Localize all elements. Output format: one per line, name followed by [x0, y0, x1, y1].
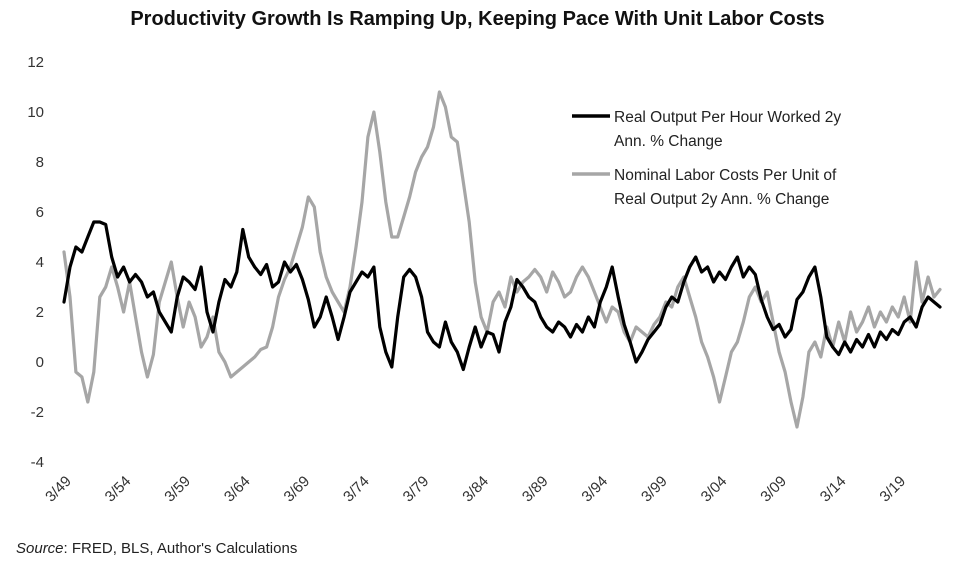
legend-label: Nominal Labor Costs Per Unit of [614, 167, 837, 184]
y-tick-label: 4 [36, 254, 44, 271]
y-axis-ticks: -4 -2 0 2 4 6 8 10 12 [27, 54, 44, 471]
x-tick-label: 3/54 [102, 473, 135, 506]
x-tick-label: 3/94 [578, 473, 611, 506]
series-layer [62, 90, 942, 429]
legend-label: Ann. % Change [614, 133, 723, 150]
x-tick-label: 3/99 [638, 473, 671, 506]
y-tick-label: 8 [36, 154, 44, 171]
source-label: Source [16, 540, 64, 557]
x-tick-label: 3/74 [340, 473, 373, 506]
x-tick-label: 3/89 [519, 473, 552, 506]
legend-label: Real Output Per Hour Worked 2y [614, 109, 841, 126]
x-tick-label: 3/59 [161, 473, 194, 506]
y-tick-label: 12 [27, 54, 44, 71]
source-text: : FRED, BLS, Author's Calculations [63, 540, 298, 557]
x-tick-label: 3/64 [221, 473, 254, 506]
x-tick-label: 3/84 [459, 473, 492, 506]
y-tick-label: -4 [31, 454, 44, 471]
y-tick-label: 2 [36, 304, 44, 321]
x-tick-label: 3/49 [42, 473, 75, 506]
source-note: Source: FRED, BLS, Author's Calculations [16, 540, 297, 557]
x-tick-label: 3/69 [281, 473, 314, 506]
y-tick-label: 6 [36, 204, 44, 221]
chart-title: Productivity Growth Is Ramping Up, Keepi… [130, 8, 825, 30]
x-tick-label: 3/14 [817, 473, 850, 506]
x-axis-ticks: 3/49 3/54 3/59 3/64 3/69 3/74 3/79 3/84 3/89 3/94… [42, 473, 909, 506]
y-tick-label: 0 [36, 354, 44, 371]
x-tick-label: 3/19 [876, 473, 909, 506]
legend-label: Real Output 2y Ann. % Change [614, 191, 829, 208]
series-line-real-output [62, 220, 942, 372]
x-tick-label: 3/09 [757, 473, 790, 506]
x-tick-label: 3/04 [698, 473, 731, 506]
x-tick-label: 3/79 [400, 473, 433, 506]
legend: Real Output Per Hour Worked 2y Ann. % Cha… [572, 109, 841, 208]
y-tick-label: 10 [27, 104, 44, 121]
series-line-labor-costs [62, 90, 942, 429]
y-tick-label: -2 [31, 404, 44, 421]
